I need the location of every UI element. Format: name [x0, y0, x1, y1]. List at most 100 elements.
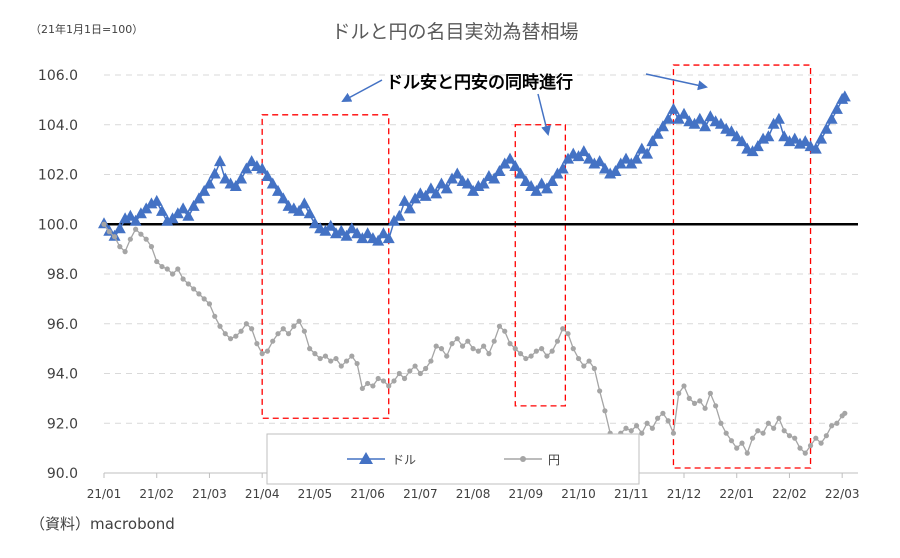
data-point — [148, 244, 155, 250]
x-tick-label: 21/06 — [350, 487, 385, 501]
annotation-arrow-left — [341, 79, 383, 102]
legend-box — [266, 433, 640, 485]
data-point — [728, 438, 735, 444]
data-point — [219, 172, 232, 184]
data-point — [802, 450, 808, 456]
data-point — [203, 177, 216, 189]
data-point — [243, 321, 249, 327]
data-point — [693, 112, 706, 124]
data-point — [401, 375, 408, 382]
data-point — [681, 383, 687, 389]
data-point — [560, 326, 566, 332]
data-point — [212, 313, 218, 319]
data-point — [461, 177, 474, 189]
data-point — [535, 177, 548, 189]
data-point — [317, 355, 323, 362]
data-point — [512, 346, 518, 352]
data-point — [111, 234, 118, 240]
data-point — [187, 199, 200, 211]
data-point — [407, 368, 413, 374]
data-point — [525, 179, 538, 191]
data-point — [776, 415, 782, 421]
data-point — [633, 423, 640, 429]
data-point — [593, 155, 606, 167]
data-point — [391, 378, 397, 384]
data-point — [514, 167, 527, 179]
annotation-text: ドル安と円安の同時進行 — [386, 72, 573, 93]
data-point — [354, 360, 360, 367]
data-point — [335, 224, 348, 236]
data-point — [772, 112, 785, 124]
data-point — [630, 152, 643, 164]
data-point — [382, 232, 395, 244]
data-point — [493, 165, 506, 177]
data-point — [280, 326, 286, 332]
data-point — [182, 209, 195, 221]
data-point — [577, 145, 590, 157]
annotation-arrow-right — [645, 73, 708, 91]
data-point — [124, 209, 137, 221]
data-point — [788, 132, 801, 144]
data-point — [240, 162, 253, 174]
data-point — [676, 390, 682, 396]
data-point — [192, 192, 205, 204]
data-point — [428, 358, 434, 364]
data-point — [620, 152, 632, 164]
legend-marker-yen — [520, 456, 526, 462]
data-point — [117, 244, 123, 250]
y-tick-label: 92.0 — [47, 416, 78, 432]
data-point — [403, 202, 416, 214]
data-point — [507, 341, 513, 347]
data-point — [786, 433, 793, 439]
data-point — [662, 112, 675, 124]
data-point — [370, 383, 376, 389]
data-point — [830, 102, 843, 114]
data-point — [264, 348, 271, 354]
data-point — [435, 177, 448, 189]
x-tick-label: 21/08 — [456, 487, 491, 501]
data-point — [751, 140, 764, 152]
data-point — [820, 122, 833, 134]
data-point — [386, 383, 392, 389]
data-point — [475, 348, 481, 354]
data-point — [206, 301, 213, 307]
data-point — [185, 281, 191, 287]
data-point — [834, 420, 840, 426]
data-point — [424, 182, 437, 194]
data-point — [491, 338, 497, 344]
y-tick-label: 90.0 — [47, 466, 78, 482]
data-point — [451, 167, 464, 179]
data-point — [361, 227, 374, 239]
data-point — [517, 351, 524, 357]
data-point — [792, 435, 798, 441]
data-point — [229, 179, 242, 191]
data-point — [697, 398, 703, 404]
data-point — [744, 450, 750, 456]
series-yen — [101, 221, 848, 456]
data-point — [272, 184, 284, 196]
data-point — [138, 231, 144, 237]
data-point — [815, 132, 828, 144]
data-point — [702, 405, 708, 411]
data-point — [813, 435, 819, 441]
data-point — [438, 346, 445, 352]
data-point — [412, 363, 418, 369]
data-point — [291, 323, 297, 329]
data-point — [591, 365, 597, 372]
data-point — [312, 351, 318, 357]
data-point — [665, 418, 671, 424]
data-point — [459, 343, 466, 349]
data-point — [122, 249, 128, 255]
data-point — [333, 355, 339, 362]
data-point — [713, 403, 719, 409]
data-point — [725, 125, 738, 137]
data-point — [270, 338, 276, 344]
data-point — [127, 236, 133, 242]
data-point — [169, 271, 176, 277]
data-point — [308, 217, 321, 229]
data-point — [691, 400, 698, 406]
data-point — [823, 433, 829, 439]
data-point — [581, 363, 587, 369]
data-point — [707, 390, 713, 396]
